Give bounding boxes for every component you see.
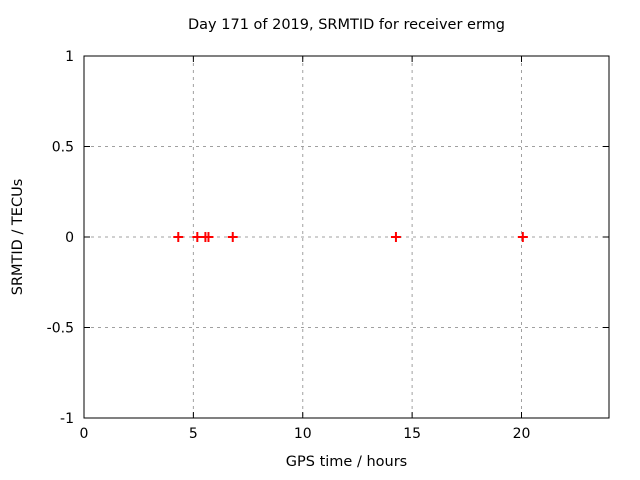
- data-point-marker: [390, 232, 401, 242]
- x-tick-label: 15: [403, 426, 421, 442]
- y-tick-label: -0.5: [47, 321, 74, 337]
- data-point-marker: [517, 232, 528, 242]
- x-tick-label: 20: [513, 426, 531, 442]
- chart-title: Day 171 of 2019, SRMTID for receiver erm…: [188, 17, 505, 33]
- y-tick-label: 0: [65, 230, 74, 246]
- y-tick-label: 0.5: [52, 140, 74, 156]
- y-axis-label: SRMTID / TECUs: [10, 178, 26, 296]
- data-point-marker: [203, 232, 214, 242]
- x-tick-label: 10: [294, 426, 312, 442]
- y-tick-label: 1: [65, 49, 74, 65]
- x-tick-label: 0: [80, 426, 89, 442]
- plot-border: [83, 55, 610, 419]
- x-tick-label: 5: [189, 426, 198, 442]
- y-tick-label: -1: [60, 411, 74, 427]
- data-point-marker: [227, 232, 238, 242]
- data-point-marker: [173, 232, 184, 242]
- x-axis-label: GPS time / hours: [285, 454, 408, 470]
